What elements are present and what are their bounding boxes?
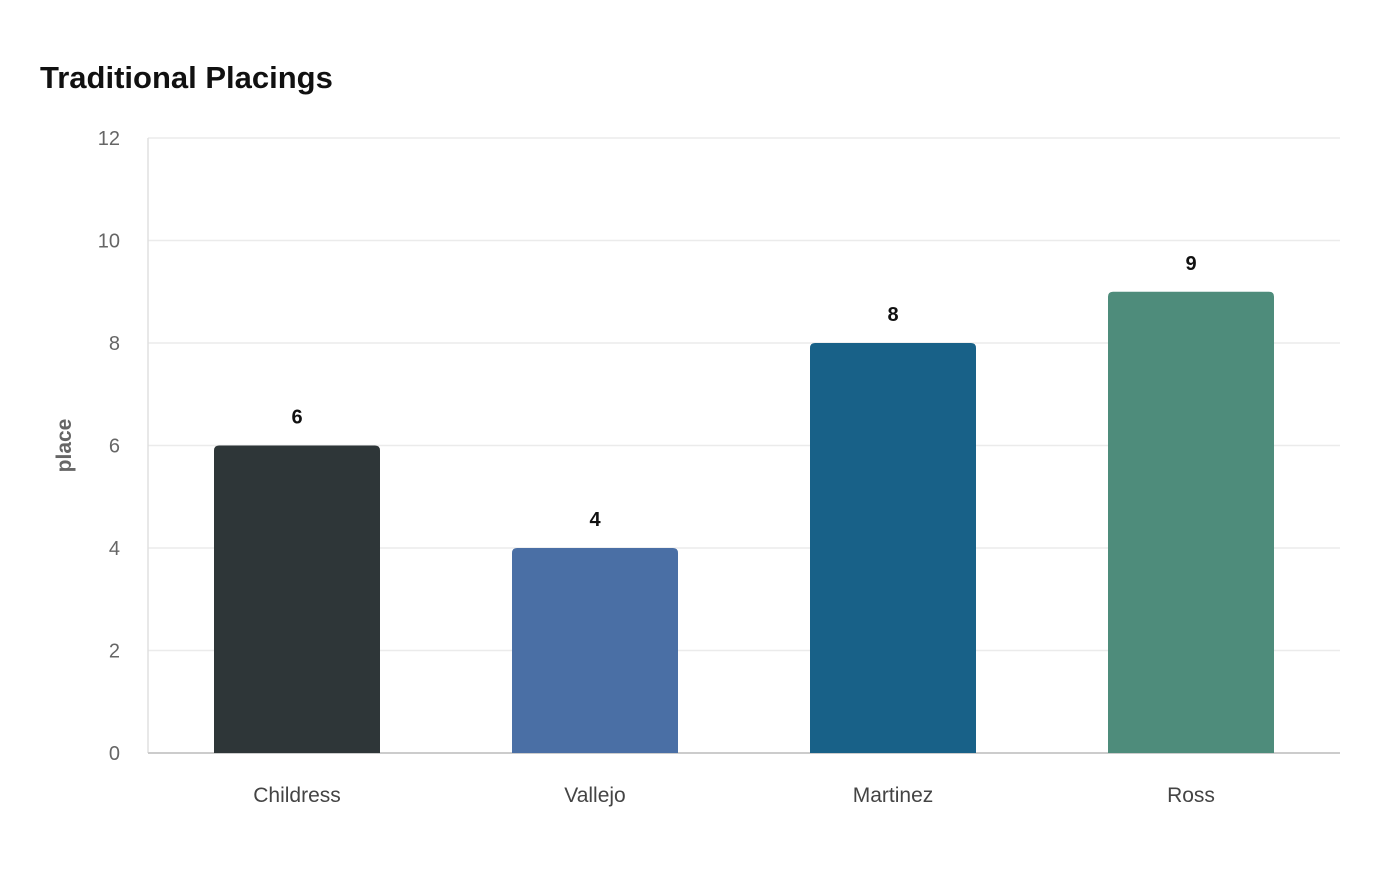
y-tick-label: 10: [98, 231, 120, 253]
bar-martinez: [810, 343, 976, 753]
bar-ross: [1108, 291, 1274, 753]
y-tick-label: 12: [98, 128, 120, 150]
x-tick-label-martinez: Martinez: [853, 784, 934, 807]
value-label-childress: 6: [291, 407, 302, 429]
bar-vallejo: [512, 548, 678, 753]
x-tick-label-vallejo: Vallejo: [564, 784, 625, 807]
y-tick-label: 2: [109, 641, 120, 663]
chart-title: Traditional Placings: [40, 60, 333, 95]
x-tick-label-childress: Childress: [253, 784, 341, 807]
y-tick-label: 4: [109, 538, 120, 560]
y-axis-title: place: [53, 419, 76, 473]
value-label-ross: 9: [1185, 253, 1196, 275]
bars: [214, 291, 1274, 753]
labels: 0 2 4 6 8 10 12 6 Childress 4 Vallejo 8 Martinez 9 Ros…: [98, 128, 1215, 807]
y-tick-label: 6: [109, 436, 120, 458]
value-label-martinez: 8: [887, 304, 898, 326]
y-tick-label: 8: [109, 333, 120, 355]
y-tick-label: 0: [109, 743, 120, 765]
x-tick-label-ross: Ross: [1167, 784, 1215, 807]
value-label-vallejo: 4: [589, 509, 601, 531]
bar-childress: [214, 445, 380, 753]
